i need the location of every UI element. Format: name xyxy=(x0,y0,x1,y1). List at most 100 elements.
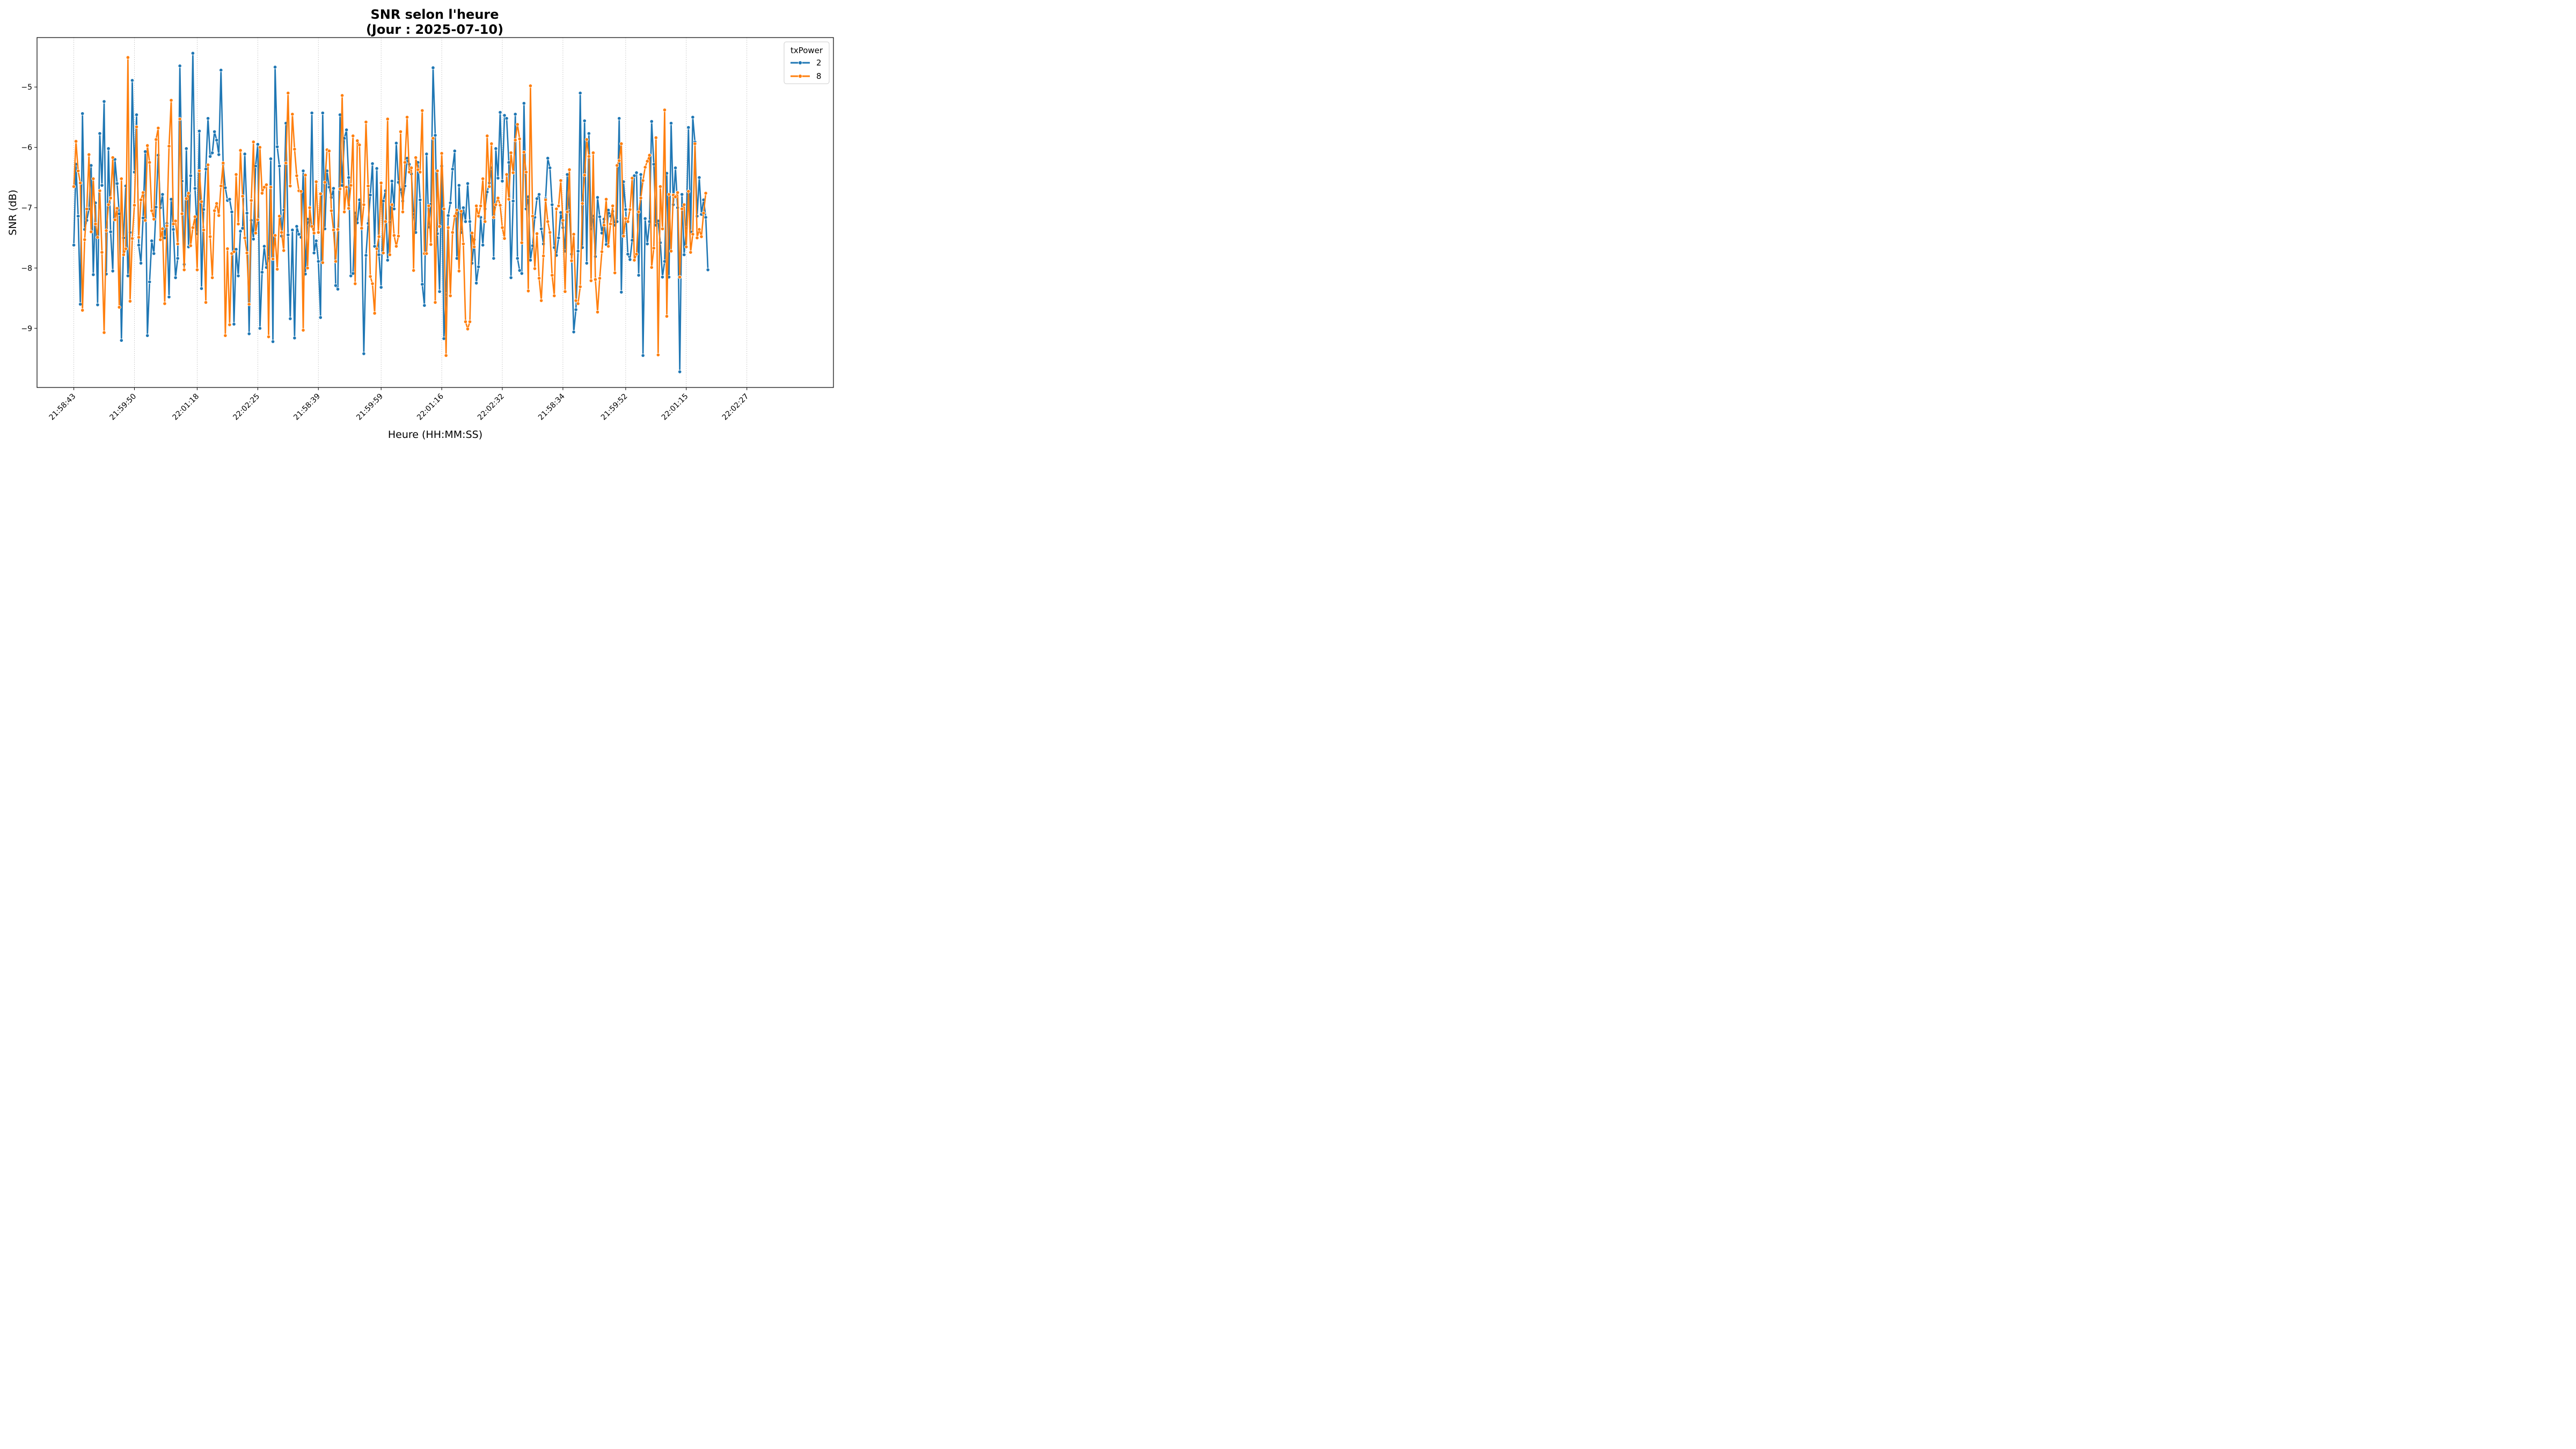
data-point xyxy=(134,113,139,117)
data-point xyxy=(502,113,507,118)
data-point xyxy=(626,252,630,257)
data-point xyxy=(78,302,83,306)
data-point xyxy=(669,249,674,253)
data-point xyxy=(160,192,165,196)
data-point xyxy=(489,142,494,146)
data-point xyxy=(582,119,587,123)
data-point xyxy=(691,232,695,237)
data-point xyxy=(425,251,429,256)
data-point xyxy=(390,202,394,207)
data-point xyxy=(134,125,139,129)
data-point xyxy=(123,246,128,251)
data-point xyxy=(693,142,697,146)
data-point xyxy=(420,108,425,113)
data-point xyxy=(537,276,541,281)
data-point xyxy=(461,241,466,246)
data-point xyxy=(498,203,502,208)
plot-frame xyxy=(36,37,834,388)
data-point xyxy=(615,163,619,167)
data-point xyxy=(169,98,173,103)
data-point xyxy=(188,244,193,248)
data-point xyxy=(597,276,602,281)
data-point xyxy=(228,197,232,201)
data-point xyxy=(197,169,202,173)
data-point xyxy=(496,176,500,180)
data-point xyxy=(420,282,425,287)
data-point xyxy=(528,84,533,88)
data-point xyxy=(412,268,416,273)
data-point xyxy=(364,120,368,124)
data-point xyxy=(405,115,409,119)
data-point xyxy=(119,177,123,181)
data-point xyxy=(544,197,548,202)
data-point xyxy=(463,219,468,224)
data-point xyxy=(165,224,169,228)
data-point xyxy=(390,179,394,184)
data-point xyxy=(141,191,145,195)
data-point xyxy=(314,239,318,243)
data-point xyxy=(255,142,260,147)
data-point xyxy=(494,147,498,151)
data-point xyxy=(658,185,662,189)
data-point xyxy=(136,243,141,247)
data-point xyxy=(641,353,645,358)
x-axis-label: Heure (HH:MM:SS) xyxy=(388,429,482,441)
data-point xyxy=(305,266,310,270)
data-point xyxy=(303,173,308,177)
data-point xyxy=(299,189,303,194)
data-point xyxy=(639,196,643,200)
data-point xyxy=(102,331,106,335)
data-point xyxy=(347,175,351,180)
data-point xyxy=(481,177,485,181)
data-point xyxy=(515,122,519,127)
data-point xyxy=(186,191,191,195)
data-point xyxy=(273,233,277,238)
y-tick-label: −9 xyxy=(21,325,32,333)
data-point xyxy=(459,209,463,214)
data-point xyxy=(98,131,102,136)
data-point xyxy=(580,201,584,206)
data-point xyxy=(502,236,507,240)
data-point xyxy=(537,192,541,196)
data-point xyxy=(243,236,247,240)
data-point xyxy=(80,112,85,116)
data-point xyxy=(320,260,325,265)
data-point xyxy=(377,235,381,239)
data-point xyxy=(217,214,221,218)
data-point xyxy=(636,210,641,214)
data-point xyxy=(362,202,366,207)
data-point xyxy=(375,166,379,171)
data-point xyxy=(567,167,572,172)
series-line-2 xyxy=(73,52,709,373)
data-point xyxy=(632,258,636,262)
data-point xyxy=(191,225,195,230)
data-point xyxy=(532,266,537,271)
data-point xyxy=(686,189,691,194)
data-point xyxy=(316,259,320,264)
data-point xyxy=(318,192,323,196)
data-point xyxy=(262,185,267,189)
data-point xyxy=(115,181,119,186)
data-point xyxy=(647,153,652,157)
data-point xyxy=(448,294,452,298)
data-point xyxy=(465,327,470,331)
data-point xyxy=(500,225,504,230)
data-point xyxy=(599,250,604,254)
data-point xyxy=(483,219,487,224)
data-point xyxy=(492,215,496,219)
data-point xyxy=(273,65,277,69)
legend-marker-series-8 xyxy=(798,74,802,78)
y-tick-label: −7 xyxy=(21,204,32,213)
data-point xyxy=(440,151,444,156)
data-point xyxy=(678,370,682,374)
data-point xyxy=(479,204,483,208)
data-point xyxy=(85,207,89,211)
data-point xyxy=(418,170,422,174)
data-point xyxy=(219,68,223,72)
data-point xyxy=(621,234,626,238)
data-point xyxy=(342,210,347,214)
data-point xyxy=(584,261,589,266)
data-point xyxy=(76,214,80,218)
data-point xyxy=(561,218,565,223)
data-point xyxy=(333,283,338,288)
